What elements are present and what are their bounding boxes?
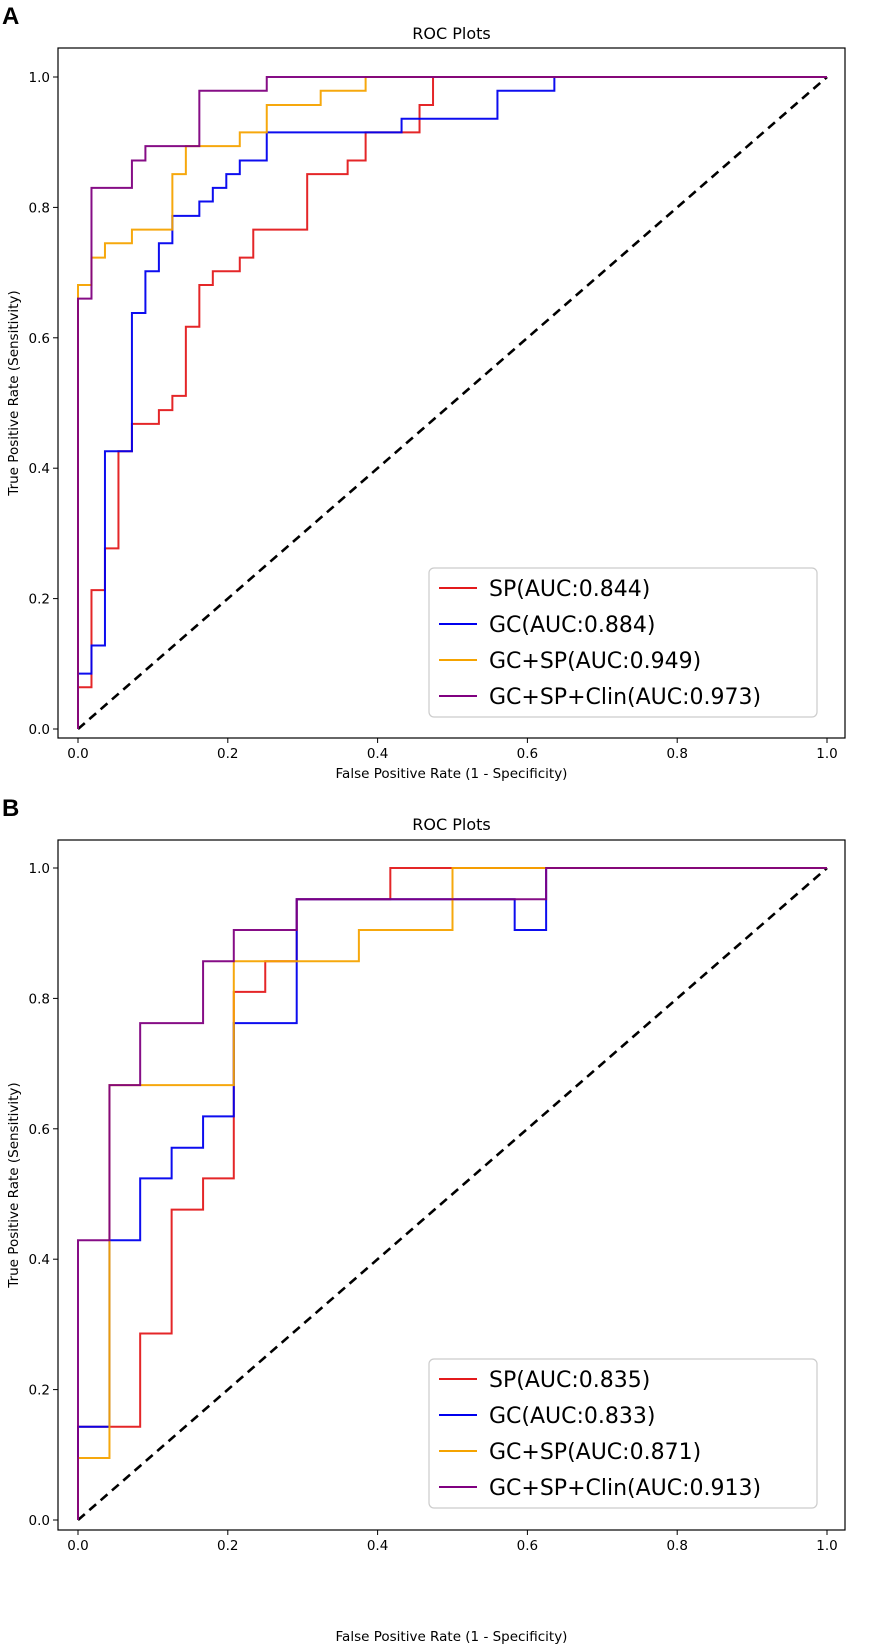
y-axis-label: True Positive Rate (Sensitivity) <box>6 1082 22 1288</box>
roc-curve-3 <box>77 76 827 729</box>
y-tick-label: 0.4 <box>29 461 50 477</box>
x-tick-label: 0.2 <box>217 746 238 762</box>
chart-title: ROC Plots <box>412 815 490 834</box>
plot-frame <box>57 839 846 1531</box>
legend-entry-1: GC(AUC:0.884) <box>489 613 655 638</box>
y-tick-label: 0.2 <box>29 592 50 608</box>
legend-entry-0: SP(AUC:0.835) <box>489 1368 650 1393</box>
x-tick-label: 0.8 <box>666 1538 687 1554</box>
chart-panel-b: B ROC Plots 0.0 0.0 0.2 0.2 0.4 0.4 0.6 0.6 0.8 0.8… <box>2 795 846 1645</box>
legend-entry-2: GC+SP(AUC:0.949) <box>489 649 701 674</box>
roc-curve-0 <box>77 76 827 729</box>
x-tick-label: 0.4 <box>367 1538 388 1554</box>
x-tick-label: 0.0 <box>67 746 88 762</box>
legend-entry-3: GC+SP+Clin(AUC:0.913) <box>489 1476 761 1501</box>
chart-title: ROC Plots <box>412 24 490 43</box>
x-tick-label: 1.0 <box>816 1538 837 1554</box>
y-tick-label: 0.0 <box>29 1513 50 1529</box>
y-tick-label: 0.6 <box>29 331 50 347</box>
y-tick-label: 1.0 <box>29 70 50 86</box>
x-axis-label: False Positive Rate (1 - Specificity) <box>336 1629 568 1645</box>
x-tick-label: 0.4 <box>367 746 388 762</box>
x-axis-label: False Positive Rate (1 - Specificity) <box>336 766 568 782</box>
roc-curve-2 <box>77 76 827 729</box>
y-tick-label: 0.0 <box>29 722 50 738</box>
legend-box <box>428 1358 818 1509</box>
y-tick-label: 0.8 <box>29 991 50 1007</box>
panel-letter: B <box>2 795 19 822</box>
y-tick-label: 0.4 <box>29 1252 50 1268</box>
diagonal-reference-line <box>77 76 828 730</box>
y-axis-label: True Positive Rate (Sensitivity) <box>6 290 22 496</box>
y-tick-label: 0.8 <box>29 200 50 216</box>
legend-box <box>428 567 818 718</box>
x-tick-label: 1.0 <box>816 746 837 762</box>
x-tick-label: 0.6 <box>517 1538 538 1554</box>
legend-entry-1: GC(AUC:0.833) <box>489 1404 655 1429</box>
diagonal-reference-line <box>77 867 828 1521</box>
legend-entry-2: GC+SP(AUC:0.871) <box>489 1440 701 1465</box>
roc-curve-3 <box>77 867 827 1520</box>
y-tick-label: 1.0 <box>29 861 50 877</box>
x-tick-label: 0.0 <box>67 1538 88 1554</box>
chart-panel-a: A ROC Plots 0.0 0.0 0.2 0.2 0.4 0.4 0.6 0.6 0.8 0.8… <box>2 3 846 782</box>
x-tick-label: 0.2 <box>217 1538 238 1554</box>
plot-frame <box>57 47 846 739</box>
legend-entry-0: SP(AUC:0.844) <box>489 577 650 602</box>
legend-entry-3: GC+SP+Clin(AUC:0.973) <box>489 685 761 710</box>
panel-letter: A <box>2 3 19 30</box>
x-tick-label: 0.8 <box>666 746 687 762</box>
x-tick-label: 0.6 <box>517 746 538 762</box>
y-tick-label: 0.2 <box>29 1383 50 1399</box>
y-tick-label: 0.6 <box>29 1122 50 1138</box>
roc-curve-1 <box>77 76 827 729</box>
